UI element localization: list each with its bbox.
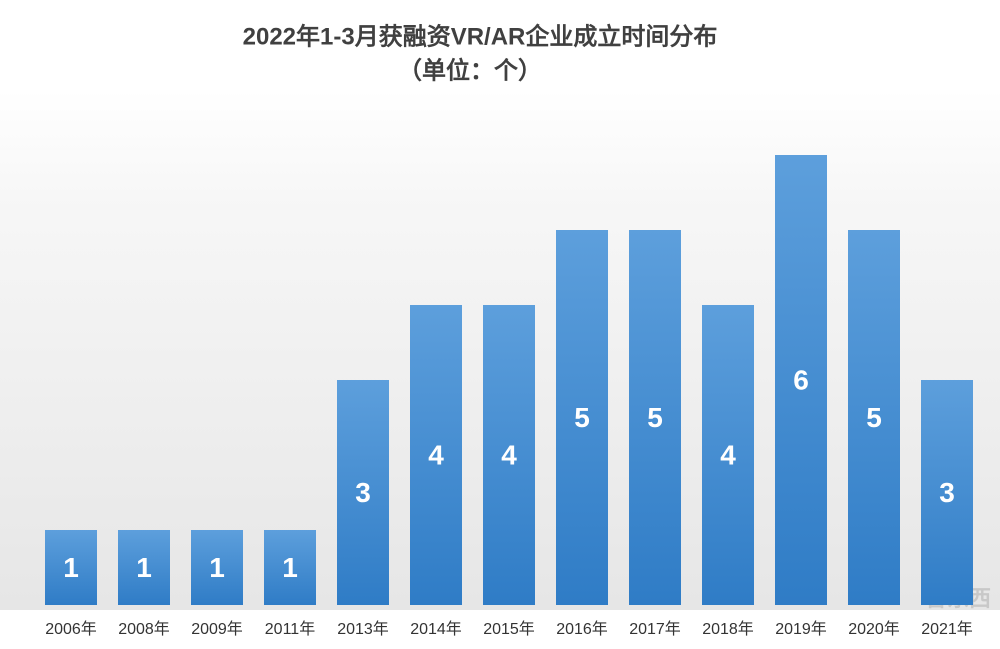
bar [483, 305, 535, 605]
bar [45, 530, 97, 605]
bar [410, 305, 462, 605]
bar [337, 380, 389, 605]
data-label: 1 [63, 552, 79, 583]
x-tick-label: 2016年 [556, 620, 608, 638]
data-label: 6 [793, 364, 809, 395]
bar [848, 230, 900, 605]
data-label: 1 [136, 552, 152, 583]
bar [921, 380, 973, 605]
x-tick-label: 2006年 [45, 620, 97, 638]
data-label: 5 [647, 402, 663, 433]
data-label: 3 [355, 477, 371, 508]
x-tick-label: 2013年 [337, 620, 389, 638]
x-tick-label: 2018年 [702, 620, 754, 638]
data-label: 1 [282, 552, 298, 583]
bar [191, 530, 243, 605]
data-label: 3 [939, 477, 955, 508]
bar [775, 155, 827, 605]
bar [118, 530, 170, 605]
data-label: 4 [720, 439, 736, 470]
x-tick-label: 2009年 [191, 620, 243, 638]
x-tick-label: 2021年 [921, 620, 973, 638]
chart-title: 2022年1-3月获融资VR/AR企业成立时间分布 [243, 22, 718, 50]
bar [264, 530, 316, 605]
x-tick-label: 2011年 [265, 620, 315, 638]
bar [556, 230, 608, 605]
data-label: 5 [574, 402, 590, 433]
x-tick-label: 2008年 [118, 620, 170, 638]
x-tick-label: 2014年 [410, 620, 462, 638]
x-tick-label: 2015年 [483, 620, 535, 638]
bar [702, 305, 754, 605]
x-tick-label: 2020年 [848, 620, 900, 638]
x-tick-label: 2017年 [629, 620, 681, 638]
chart-subtitle: （单位：个） [398, 56, 542, 84]
data-label: 4 [501, 439, 517, 470]
x-tick-label: 2019年 [775, 620, 827, 638]
data-label: 5 [866, 402, 882, 433]
data-label: 1 [209, 552, 225, 583]
data-label: 4 [428, 439, 444, 470]
bar [629, 230, 681, 605]
